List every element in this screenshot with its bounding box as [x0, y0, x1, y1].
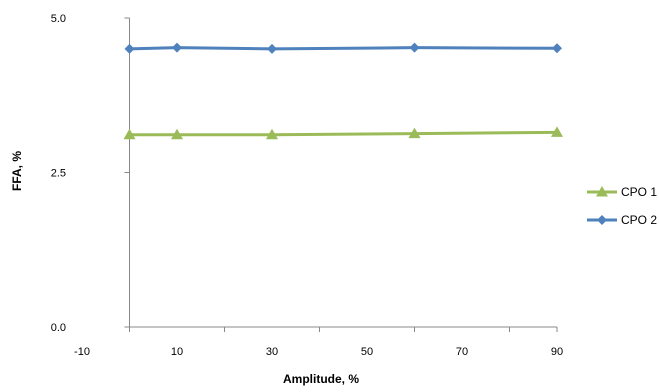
series-cpo-2	[124, 42, 562, 54]
data-point-triangle	[171, 128, 183, 140]
data-point-diamond	[552, 43, 562, 54]
y-tick-label: 5.0	[51, 13, 66, 25]
series-cpo-1	[123, 126, 563, 140]
x-axis-title: Amplitude, %	[283, 372, 359, 386]
legend-item: CPO 2	[587, 213, 657, 227]
x-tick-label: -10	[74, 346, 90, 358]
y-axis-title: FFA, %	[10, 151, 24, 191]
data-point-diamond	[172, 42, 182, 53]
series-line	[129, 130, 558, 137]
data-point-diamond	[267, 43, 277, 54]
x-tick-label: 70	[456, 346, 468, 358]
axes	[129, 18, 557, 328]
legend-label: CPO 2	[621, 213, 657, 227]
x-tick-label: 50	[361, 346, 373, 358]
series-line	[129, 46, 558, 51]
data-point-triangle	[266, 128, 278, 140]
x-tick-label: 10	[171, 346, 183, 358]
data-point-triangle	[408, 127, 421, 139]
series-layer	[123, 42, 563, 140]
data-point-diamond	[597, 215, 607, 225]
data-point-diamond	[124, 43, 135, 54]
legend-label: CPO 1	[621, 185, 657, 199]
legend: CPO 1 CPO 2	[587, 185, 657, 227]
y-tick-label: 0.0	[51, 322, 66, 334]
x-tick-label: 90	[551, 346, 563, 358]
legend-item: CPO 1	[587, 185, 657, 199]
x-tick-label: 30	[266, 346, 278, 358]
data-point-triangle	[596, 186, 608, 197]
data-point-triangle	[123, 128, 136, 140]
x-axis-ticks: -10 10 30 50 70 90	[74, 327, 563, 358]
data-point-diamond	[409, 42, 420, 53]
data-point-triangle	[551, 126, 563, 137]
y-axis-ticks: 0.0 2.5 5.0	[51, 13, 130, 334]
y-tick-label: 2.5	[51, 168, 66, 180]
